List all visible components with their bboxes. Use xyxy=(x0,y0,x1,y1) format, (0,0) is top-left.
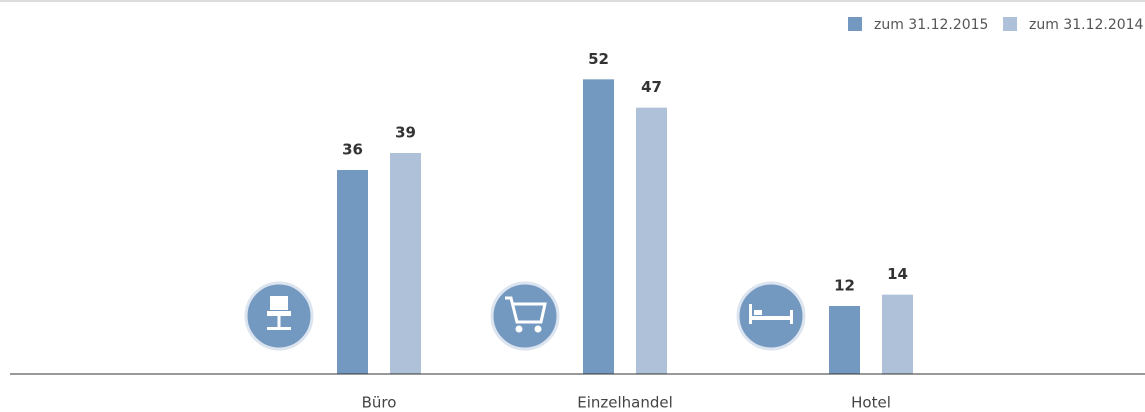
legend-swatch xyxy=(848,17,862,31)
value-label: 47 xyxy=(641,78,662,96)
icon-office xyxy=(244,281,314,351)
bar xyxy=(390,153,421,374)
legend-label: zum 31.12.2015 xyxy=(874,17,988,33)
icon-hotel xyxy=(736,281,806,351)
icon-retail xyxy=(490,281,560,351)
value-label: 39 xyxy=(395,124,416,142)
x-tick-label: Büro xyxy=(362,394,397,412)
bar xyxy=(337,170,368,374)
bar xyxy=(829,306,860,374)
value-label: 36 xyxy=(342,141,363,159)
bar xyxy=(583,79,614,374)
x-tick-label: Hotel xyxy=(851,394,891,412)
bar xyxy=(636,107,667,375)
value-label: 14 xyxy=(887,265,908,283)
value-label: 52 xyxy=(588,50,609,68)
value-label: 12 xyxy=(834,277,855,295)
x-tick-label: Einzelhandel xyxy=(577,394,673,412)
legend-label: zum 31.12.2014 xyxy=(1029,17,1144,33)
legend-swatch xyxy=(1003,17,1017,31)
bar xyxy=(882,294,913,374)
